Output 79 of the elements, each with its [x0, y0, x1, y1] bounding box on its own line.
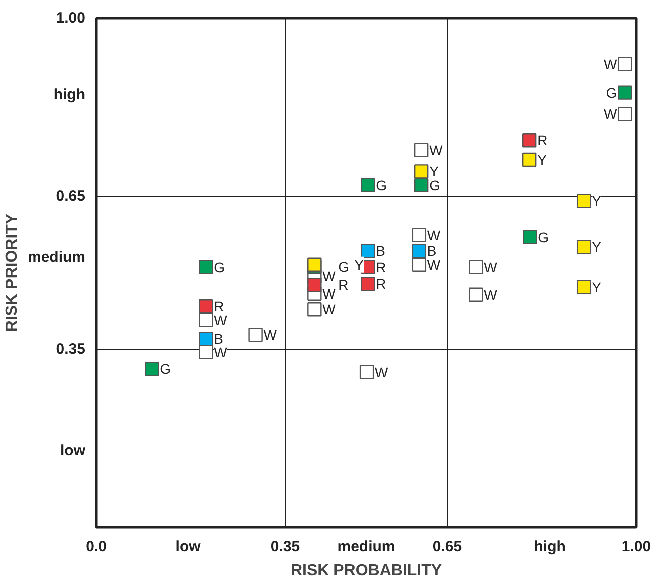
text: Y	[592, 279, 602, 296]
text: R	[376, 259, 386, 276]
point	[577, 194, 592, 208]
x-tick-label: 0.35	[270, 538, 300, 556]
text: W	[322, 302, 336, 318]
point	[412, 228, 427, 242]
text: B	[427, 243, 437, 260]
point	[199, 260, 214, 274]
text: W	[322, 286, 336, 302]
text: W	[427, 256, 441, 273]
point	[523, 230, 538, 244]
point	[199, 345, 214, 360]
point	[308, 278, 322, 292]
point	[308, 302, 322, 317]
point	[360, 365, 374, 380]
y-tick-label: high	[54, 86, 86, 104]
y-tick-label: 1.00	[56, 10, 86, 27]
point	[522, 152, 537, 168]
x-tick-label: 0.65	[432, 538, 462, 556]
text: G	[538, 229, 550, 246]
text: W	[604, 106, 618, 122]
series-label: Y	[430, 164, 440, 180]
text: Y	[354, 256, 364, 273]
point	[414, 143, 429, 158]
point	[199, 332, 214, 346]
text: W	[264, 327, 278, 344]
text: W	[427, 227, 441, 244]
text: R	[338, 277, 349, 294]
series-label: W	[604, 56, 618, 72]
text: G	[430, 177, 440, 194]
text: W	[214, 344, 228, 360]
point	[469, 260, 484, 274]
point	[618, 107, 632, 122]
text: B	[376, 243, 386, 260]
point	[469, 288, 484, 302]
point	[618, 57, 632, 72]
text: W	[214, 312, 228, 328]
point	[199, 299, 214, 314]
text: R	[538, 132, 548, 149]
x-tick-label: high	[534, 538, 566, 556]
point	[361, 277, 376, 292]
text: W	[484, 286, 498, 303]
point	[414, 178, 429, 193]
point	[248, 328, 263, 342]
text: R	[376, 276, 386, 292]
x-tick-label: 0.0	[86, 538, 107, 556]
point	[361, 244, 376, 258]
text: W	[322, 268, 336, 285]
point	[414, 164, 429, 179]
point	[145, 362, 160, 376]
x-axis-title: RISK PROBABILITY	[290, 562, 442, 580]
x-tick-label: medium	[338, 538, 396, 556]
point	[361, 178, 376, 193]
point	[577, 240, 592, 254]
point	[199, 313, 214, 328]
text: Y	[538, 152, 547, 168]
text: G	[160, 361, 172, 378]
x-tick-label: 1.00	[622, 538, 652, 556]
y-tick-label: 0.65	[56, 188, 86, 206]
text: G	[376, 177, 388, 194]
point	[522, 134, 537, 148]
text: W	[430, 142, 443, 158]
series-label: R	[214, 298, 224, 315]
y-axis-title: RISK PRIORITY	[4, 214, 21, 332]
series-label: G	[214, 259, 226, 276]
point	[412, 244, 427, 258]
text: G	[338, 258, 350, 275]
point	[618, 86, 632, 100]
text: Y	[592, 193, 602, 210]
text: W	[484, 259, 498, 276]
y-tick-label: medium	[28, 249, 86, 266]
y-tick-label: low	[60, 442, 86, 460]
point	[577, 280, 592, 294]
y-tick-label: 0.35	[56, 340, 86, 358]
x-tick-label: low	[176, 538, 202, 556]
text: W	[375, 364, 388, 380]
point	[412, 258, 427, 272]
text: Y	[592, 239, 602, 256]
text: G	[606, 84, 618, 101]
